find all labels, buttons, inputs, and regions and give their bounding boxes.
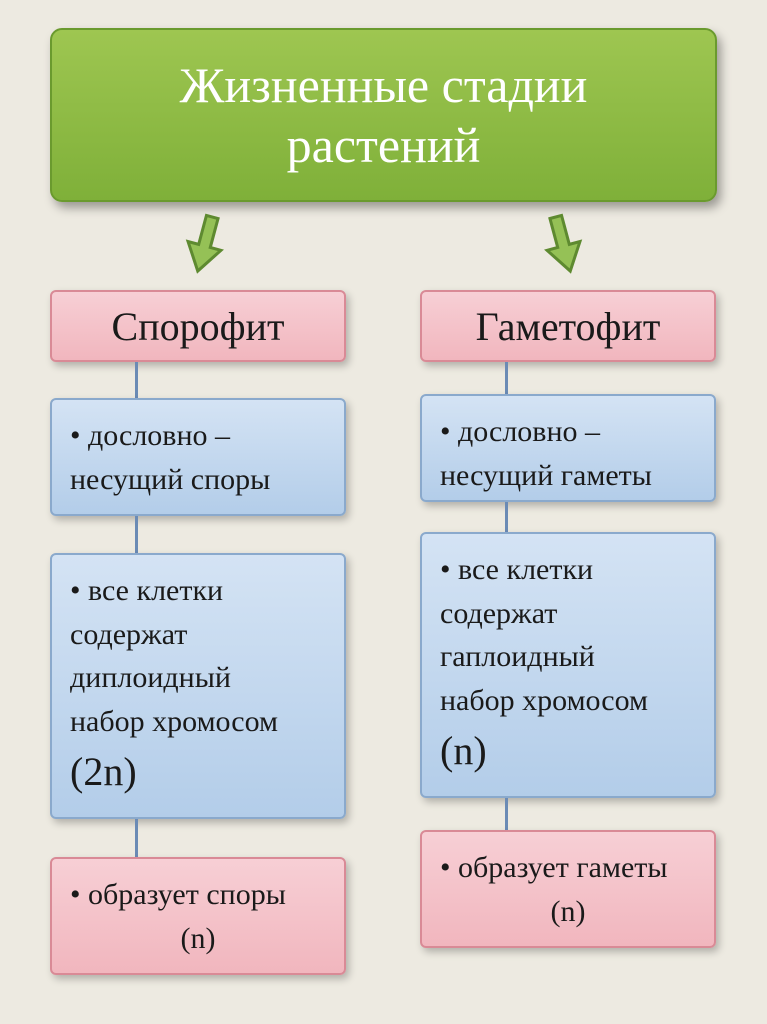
text: набор хромосом [70, 700, 326, 744]
connector [135, 516, 138, 553]
text: несущий споры [70, 458, 326, 502]
left-box3: • образует споры (n) [50, 857, 346, 975]
right-header-text: Гаметофит [476, 303, 661, 350]
text: набор хромосом [440, 679, 696, 723]
connector [135, 362, 138, 398]
left-header-box: Спорофит [50, 290, 346, 362]
text: гаплоидный [440, 635, 696, 679]
text: • все клетки [440, 548, 696, 592]
connector [505, 502, 508, 532]
text: (2n) [70, 743, 326, 801]
text: • дословно – [70, 414, 326, 458]
text: • образует гаметы [440, 846, 696, 890]
right-box1: • дословно – несущий гаметы [420, 394, 716, 502]
text: • образует споры [70, 873, 326, 917]
arrow-left-icon [182, 212, 228, 276]
connector [505, 362, 508, 394]
right-box2: • все клетки содержат гаплоидный набор х… [420, 532, 716, 798]
right-header-box: Гаметофит [420, 290, 716, 362]
connector [135, 819, 138, 857]
text: содержат [70, 613, 326, 657]
text: (n) [440, 890, 696, 934]
left-box1: • дословно – несущий споры [50, 398, 346, 516]
arrow-right-icon [540, 212, 586, 276]
title-text: Жизненные стадии растений [82, 55, 685, 175]
left-header-text: Спорофит [112, 303, 285, 350]
text: • все клетки [70, 569, 326, 613]
left-box2: • все клетки содержат диплоидный набор х… [50, 553, 346, 819]
text: (n) [70, 917, 326, 961]
text: (n) [440, 722, 696, 780]
title-box: Жизненные стадии растений [50, 28, 717, 202]
right-box3: • образует гаметы (n) [420, 830, 716, 948]
connector [505, 798, 508, 830]
text: диплоидный [70, 656, 326, 700]
text: содержат [440, 592, 696, 636]
text: несущий гаметы [440, 454, 696, 498]
text: • дословно – [440, 410, 696, 454]
